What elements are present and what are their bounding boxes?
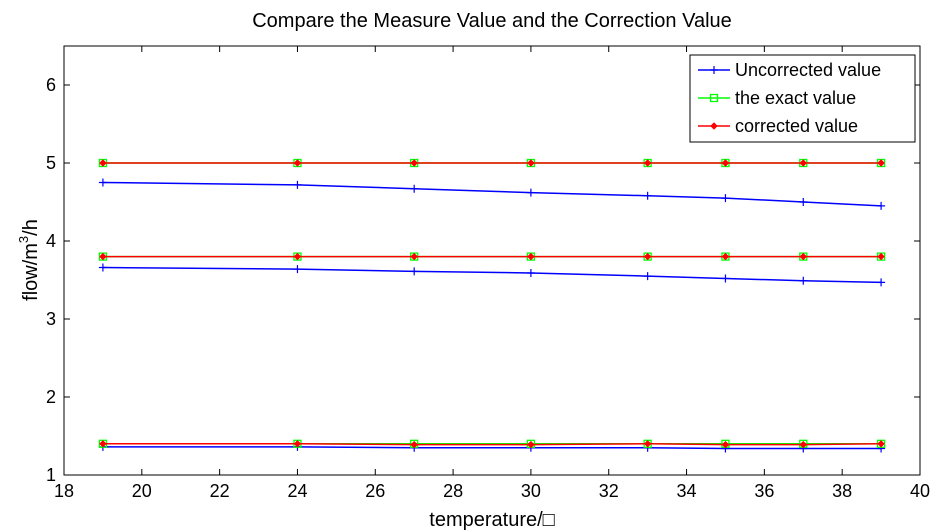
- data-point-diamond: [410, 440, 418, 449]
- y-axis-label: flow/m3/h: [16, 219, 42, 301]
- data-point-square: [709, 93, 719, 103]
- series-line: [102, 266, 882, 284]
- x-tick-label: 26: [365, 481, 385, 501]
- data-point-diamond: [643, 159, 652, 167]
- data-point-diamond: [710, 122, 718, 130]
- chart-title: Compare the Measure Value and the Correc…: [252, 10, 732, 32]
- data-point-diamond: [527, 440, 535, 449]
- y-axis: 1 2 3 4 5 6: [46, 75, 920, 485]
- y-axis-label-superscript: 3: [16, 236, 31, 243]
- data-point-diamond: [799, 159, 807, 167]
- data-point-diamond: [643, 440, 652, 448]
- y-tick-label: 3: [46, 309, 56, 329]
- data-point-plus: [877, 201, 886, 210]
- data-point-diamond: [721, 252, 730, 261]
- x-tick-label: 30: [521, 481, 541, 501]
- legend: Uncorrected value the exact value correcte…: [689, 54, 916, 143]
- x-tick-label: 22: [210, 481, 230, 501]
- data-point-plus: [410, 184, 419, 193]
- data-point-diamond: [410, 252, 418, 261]
- x-tick-label: 38: [832, 481, 852, 501]
- data-point-diamond: [293, 159, 302, 167]
- y-axis-label-main: flow/m: [20, 243, 42, 301]
- data-point-diamond: [99, 252, 107, 261]
- y-tick-label: 2: [46, 387, 56, 407]
- data-point-plus: [799, 276, 808, 285]
- legend-label: corrected value: [735, 116, 858, 136]
- series-line: [102, 181, 882, 207]
- x-tick-label: 32: [599, 481, 619, 501]
- data-point-plus: [526, 188, 535, 197]
- data-point-diamond: [877, 159, 885, 167]
- y-axis-label-tail: /h: [20, 219, 42, 236]
- series-line: [102, 443, 882, 446]
- x-tick-label: 36: [754, 481, 774, 501]
- data-point-diamond: [643, 252, 652, 261]
- x-tick-label: 24: [287, 481, 307, 501]
- data-point-diamond: [721, 440, 730, 449]
- data-point-diamond: [99, 159, 107, 167]
- legend-label: Uncorrected value: [735, 60, 881, 80]
- data-point-plus: [721, 194, 730, 203]
- data-point-plus: [98, 263, 107, 272]
- data-point-plus: [643, 191, 652, 200]
- series-line: [102, 446, 882, 450]
- y-tick-label: 1: [46, 465, 56, 485]
- x-tick-label: 40: [910, 481, 930, 501]
- data-point-plus: [643, 272, 652, 281]
- data-point-diamond: [293, 440, 302, 448]
- data-point-plus: [293, 180, 302, 189]
- data-point-diamond: [721, 159, 730, 167]
- data-point-plus: [877, 278, 886, 287]
- series-corrected-value: [99, 159, 885, 449]
- legend-item: the exact value: [698, 88, 856, 108]
- x-tick-label: 34: [677, 481, 697, 501]
- data-point-diamond: [799, 440, 807, 449]
- legend-item: corrected value: [698, 116, 858, 136]
- data-point-plus: [526, 268, 535, 277]
- y-tick-label: 6: [46, 75, 56, 95]
- y-tick-label: 5: [46, 153, 56, 173]
- data-point-plus: [98, 178, 107, 187]
- data-point-diamond: [99, 440, 107, 448]
- x-tick-label: 20: [132, 481, 152, 501]
- legend-item: Uncorrected value: [698, 60, 881, 80]
- data-point-diamond: [877, 440, 885, 448]
- x-axis-label: temperature/□: [429, 509, 554, 531]
- y-tick-label: 4: [46, 231, 56, 251]
- data-point-diamond: [293, 252, 302, 261]
- data-point-diamond: [799, 252, 807, 261]
- data-point-diamond: [877, 252, 885, 261]
- legend-label: the exact value: [735, 88, 856, 108]
- data-point-diamond: [527, 252, 535, 261]
- x-tick-label: 28: [443, 481, 463, 501]
- data-point-plus: [721, 274, 730, 283]
- data-point-plus: [293, 265, 302, 274]
- data-point-plus: [410, 267, 419, 276]
- data-point-plus: [799, 198, 808, 206]
- data-point-diamond: [410, 159, 418, 167]
- data-point-diamond: [527, 159, 535, 167]
- x-axis: 18 20 22 24 26 28 30 32 34 36 38 40: [54, 46, 930, 501]
- data-point-plus: [710, 66, 718, 74]
- x-tick-label: 18: [54, 481, 74, 501]
- series-layer: [98, 158, 886, 453]
